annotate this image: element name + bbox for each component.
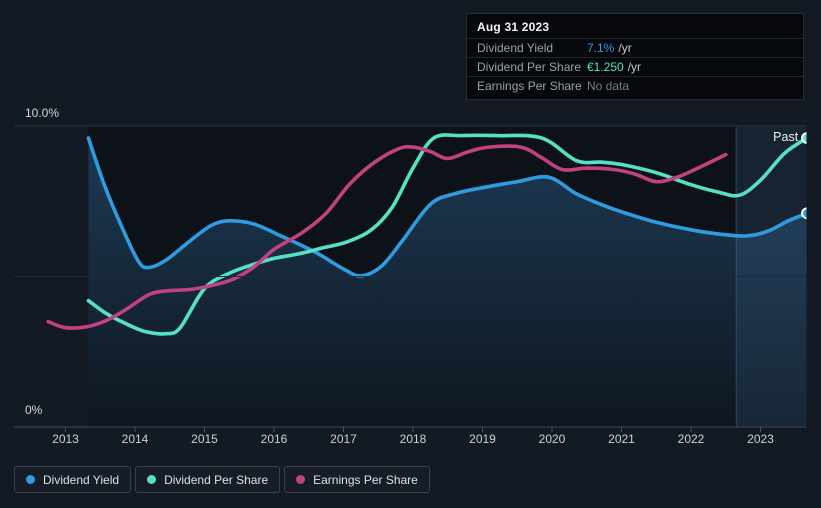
x-tick-label: 2017 [330,432,357,446]
tooltip-label: Dividend Yield [477,41,554,55]
tooltip-label: Earnings Per Share [477,79,582,93]
legend-label: Earnings Per Share [313,472,418,487]
chart-tooltip: Aug 31 2023 Dividend Yield 7.1% /yr Divi… [466,13,804,100]
tooltip-date: Aug 31 2023 [477,20,550,34]
tooltip-row-dividend-yield: Dividend Yield 7.1% /yr [467,38,803,57]
y-axis-label-top: 10.0% [25,106,59,120]
chart-legend: Dividend Yield Dividend Per Share Earnin… [14,466,430,493]
tooltip-value: 7.1% [587,41,615,55]
x-tick-label: 2014 [122,432,149,446]
x-tick-label: 2022 [678,432,705,446]
x-tick-label: 2018 [400,432,427,446]
tooltip-value: €1.250 [587,60,624,74]
tooltip-value: No data [587,79,630,93]
x-tick-label: 2021 [608,432,635,446]
dividend-history-chart[interactable]: 2013 2014 2015 2016 2017 2018 2019 2020 2021 2022… [0,0,821,452]
legend-dot-icon [147,475,157,484]
end-marker-dividend-yield [801,207,807,220]
dividend-yield-area [88,138,807,427]
series-line-earnings-per-share [46,144,728,330]
tooltip-row-dividend-per-share: Dividend Per Share €1.250 /yr [467,57,803,76]
tooltip-value-suffix: /yr [618,41,632,55]
tooltip-label: Dividend Per Share [477,60,582,74]
tooltip-row-earnings-per-share: Earnings Per Share No data [467,76,803,95]
x-tick-label: 2019 [469,432,496,446]
legend-label: Dividend Yield [43,472,120,487]
x-tick-label: 2020 [539,432,566,446]
legend-label: Dividend Per Share [164,472,269,487]
x-tick-label: 2016 [261,432,288,446]
end-marker-dividend-per-share [801,132,807,145]
y-axis-label-bottom: 0% [25,403,43,417]
legend-dot-icon [26,475,35,484]
x-tick-label: 2013 [52,432,79,446]
legend-dot-icon [296,475,306,484]
tooltip-value-suffix: /yr [627,60,642,74]
past-region-label: Past [773,130,799,144]
x-tick-label: 2023 [747,432,774,446]
legend-item-dividend-yield[interactable]: Dividend Yield [14,466,132,493]
legend-item-dividend-per-share[interactable]: Dividend Per Share [135,466,281,493]
legend-item-earnings-per-share[interactable]: Earnings Per Share [284,466,430,493]
x-tick-label: 2015 [191,432,218,446]
series-line-dividend-yield [86,136,807,278]
series-line-dividend-per-share [86,133,807,336]
